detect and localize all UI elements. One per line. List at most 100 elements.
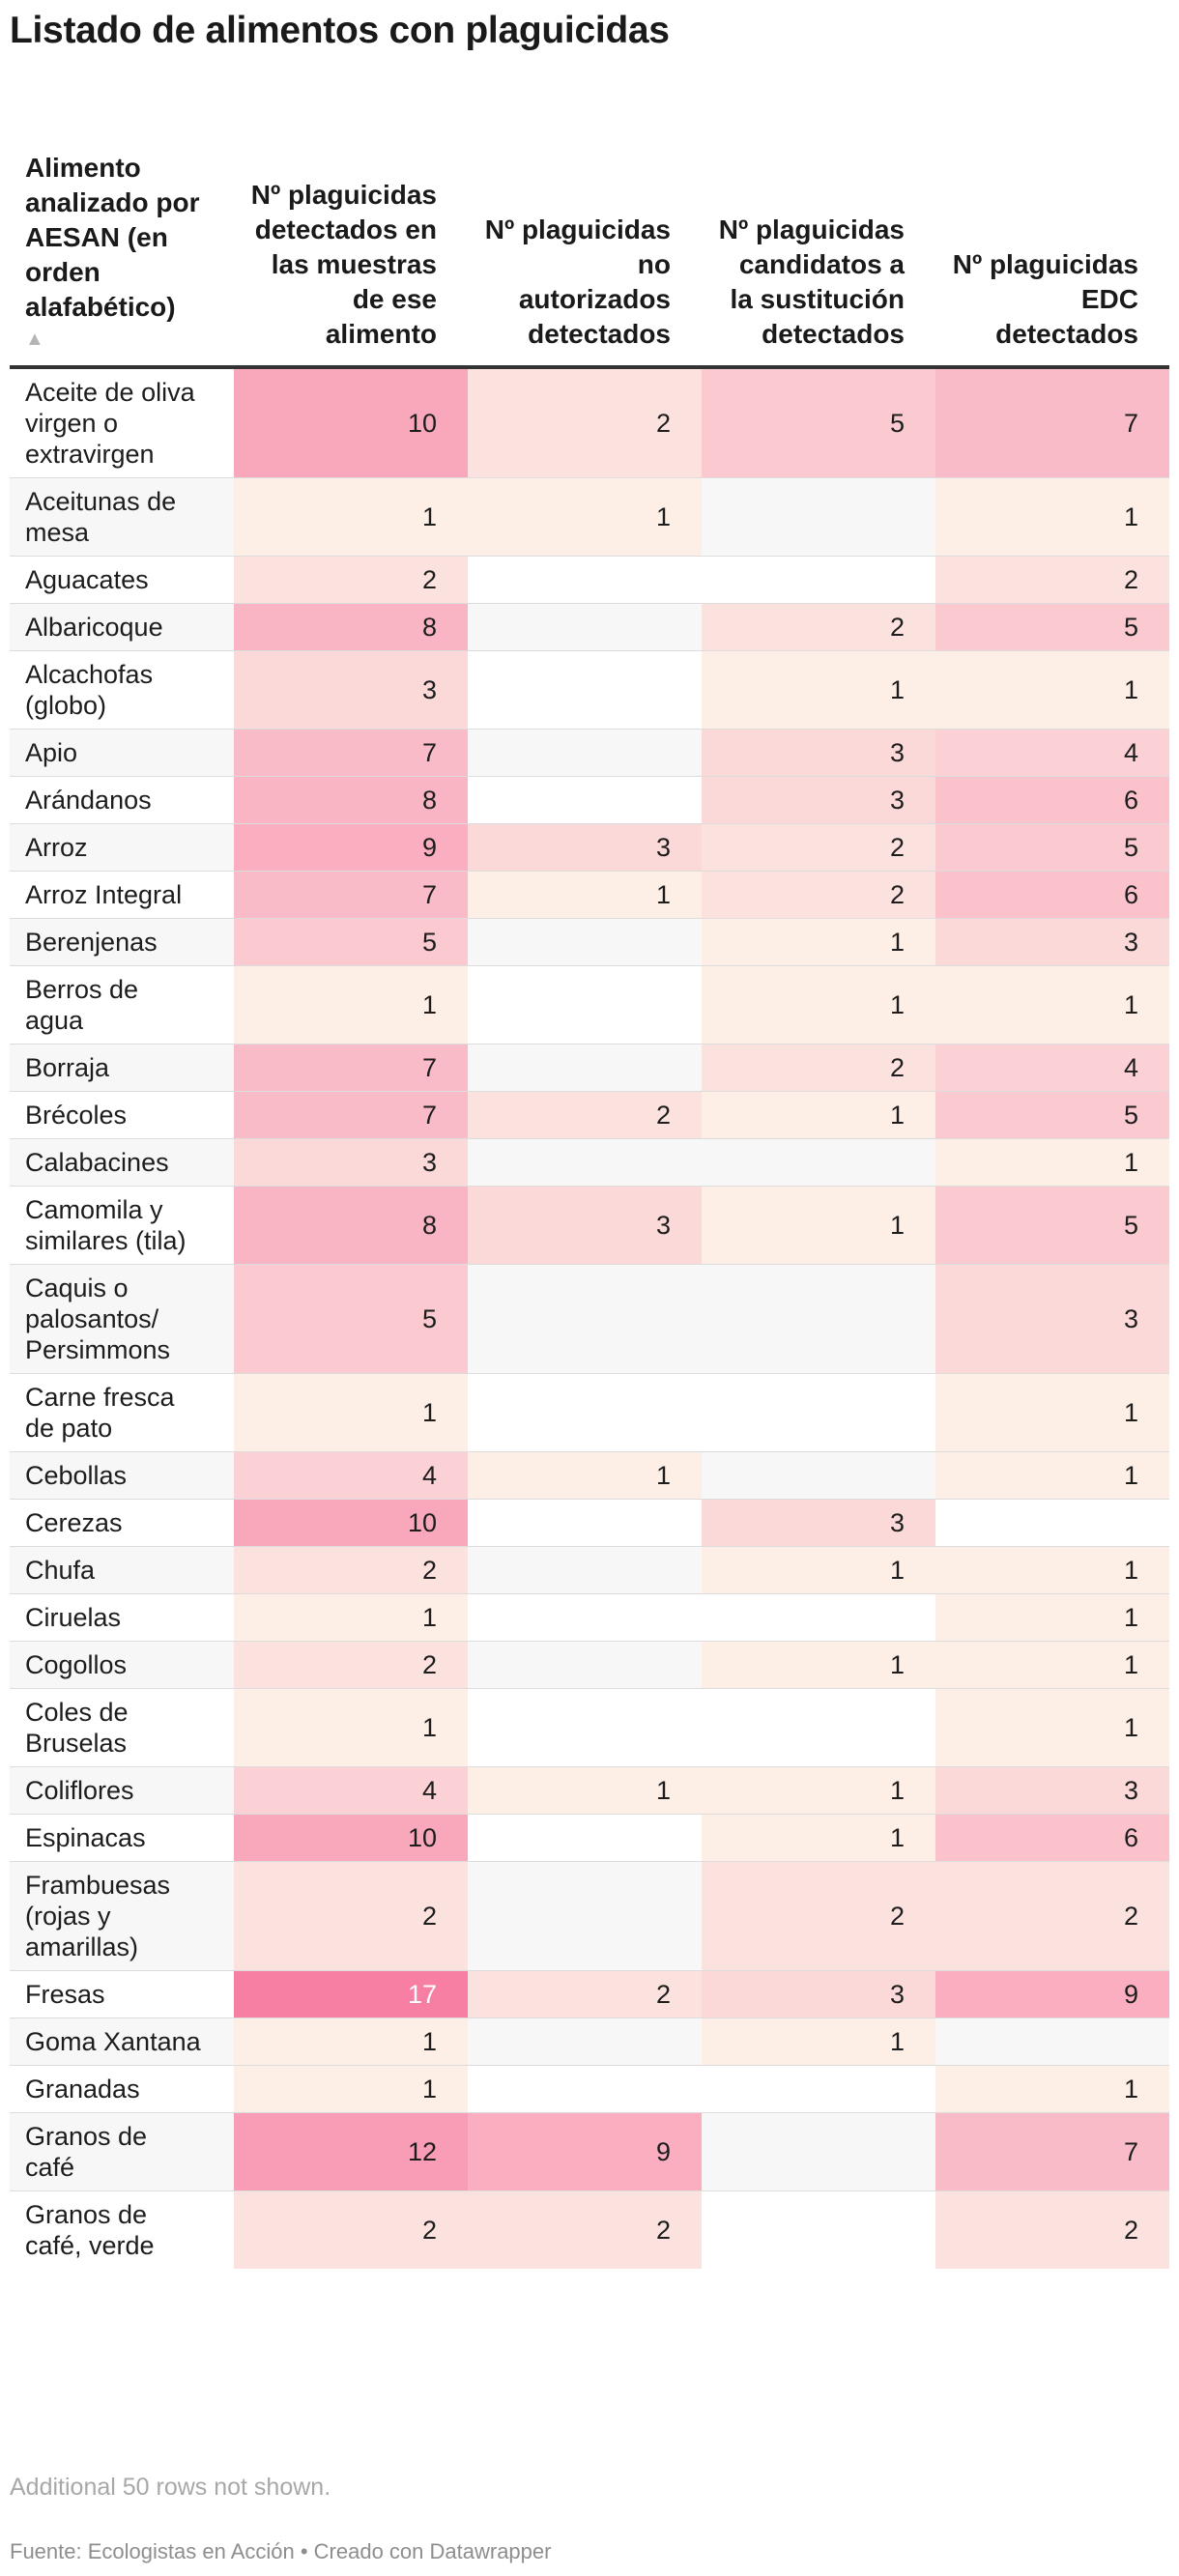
value-cell: 7: [935, 2112, 1169, 2191]
value-cell: 9: [935, 1970, 1169, 2018]
rows-not-shown-note: Additional 50 rows not shown.: [10, 2474, 331, 2501]
value-cell: 1: [468, 1451, 702, 1500]
table-row: Goma Xantana 1 1: [10, 2018, 1169, 2066]
value-cell: 2: [468, 2190, 702, 2269]
value-cell: 1: [935, 1138, 1169, 1187]
value-cell: 7: [234, 729, 468, 777]
column-header-unauthorized[interactable]: Nº plaguicidas no autorizados detectados: [468, 100, 702, 369]
value-cell: 1: [935, 1688, 1169, 1767]
food-name-cell: Granadas: [10, 2065, 234, 2113]
value-cell: 2: [468, 1091, 702, 1139]
value-cell: 8: [234, 1186, 468, 1265]
value-cell: 1: [935, 1641, 1169, 1689]
value-cell: 2: [234, 1641, 468, 1689]
food-name-cell: Coles de Bruselas: [10, 1688, 234, 1767]
value-cell: [468, 1641, 702, 1689]
value-cell: 3: [468, 1186, 702, 1265]
value-cell: 10: [234, 1499, 468, 1547]
table-row: Caquis o palosantos/ Persimmons 5 3: [10, 1264, 1169, 1374]
value-cell: 3: [935, 1264, 1169, 1374]
value-cell: 5: [935, 603, 1169, 651]
value-cell: 1: [935, 650, 1169, 730]
value-cell: 4: [234, 1766, 468, 1815]
food-name-cell: Brécoles: [10, 1091, 234, 1139]
value-cell: 4: [935, 729, 1169, 777]
table-row: Aceite de oliva virgen o extravirgen 10 2 5…: [10, 366, 1169, 478]
value-cell: 1: [702, 1546, 935, 1594]
table-row: Borraja 7 2 4: [10, 1044, 1169, 1092]
value-cell: [468, 729, 702, 777]
sort-ascending-icon[interactable]: ▲: [25, 329, 44, 350]
food-name-cell: Frambuesas (rojas y amarillas): [10, 1861, 234, 1971]
value-cell: 2: [468, 1970, 702, 2018]
table-row: Espinacas 10 1 6: [10, 1814, 1169, 1862]
column-header-edc[interactable]: Nº plaguicidas EDC detectados: [935, 100, 1169, 369]
value-cell: 2: [935, 556, 1169, 604]
food-name-cell: Ciruelas: [10, 1593, 234, 1642]
table-row: Aguacates 2 2: [10, 556, 1169, 604]
table-row: Albaricoque 8 2 5: [10, 603, 1169, 651]
value-cell: 7: [234, 871, 468, 919]
value-cell: 1: [234, 1688, 468, 1767]
value-cell: 3: [234, 650, 468, 730]
value-cell: [468, 2018, 702, 2066]
table-row: Berros de agua 1 1 1: [10, 965, 1169, 1045]
table-row: Coliflores 4 1 1 3: [10, 1766, 1169, 1815]
food-name-cell: Arroz Integral: [10, 871, 234, 919]
table-row: Arroz 9 3 2 5: [10, 823, 1169, 872]
table-row: Berenjenas 5 1 3: [10, 918, 1169, 966]
page-title: Listado de alimentos con plaguicidas: [10, 10, 670, 51]
value-cell: [702, 1138, 935, 1187]
table-body: Aceite de oliva virgen o extravirgen 10 2 5…: [10, 366, 1169, 2269]
value-cell: [468, 1814, 702, 1862]
value-cell: 6: [935, 1814, 1169, 1862]
value-cell: 2: [234, 556, 468, 604]
value-cell: 1: [935, 1451, 1169, 1500]
value-cell: 1: [234, 965, 468, 1045]
value-cell: [468, 1499, 702, 1547]
food-name-cell: Coliflores: [10, 1766, 234, 1815]
value-cell: 3: [935, 1766, 1169, 1815]
value-cell: 2: [935, 1861, 1169, 1971]
value-cell: 5: [234, 918, 468, 966]
table-row: Cogollos 2 1 1: [10, 1641, 1169, 1689]
value-cell: 1: [234, 1593, 468, 1642]
value-cell: 2: [234, 2190, 468, 2269]
value-cell: [702, 477, 935, 557]
value-cell: 1: [935, 965, 1169, 1045]
value-cell: [468, 1546, 702, 1594]
value-cell: 10: [234, 1814, 468, 1862]
value-cell: 1: [702, 2018, 935, 2066]
value-cell: 1: [702, 650, 935, 730]
table-row: Arándanos 8 3 6: [10, 776, 1169, 824]
column-header-detected[interactable]: Nº plaguicidas detectados en las muestra…: [234, 100, 468, 369]
table-row: Cebollas 4 1 1: [10, 1451, 1169, 1500]
value-cell: [702, 1688, 935, 1767]
value-cell: 1: [468, 1766, 702, 1815]
table-row: Granos de café, verde 2 2 2: [10, 2190, 1169, 2269]
column-header-substitution-candidates[interactable]: Nº plaguicidas candidatos a la sustituci…: [702, 100, 935, 369]
value-cell: 1: [935, 2065, 1169, 2113]
value-cell: 3: [935, 918, 1169, 966]
value-cell: [468, 918, 702, 966]
value-cell: 7: [935, 366, 1169, 478]
value-cell: [468, 1373, 702, 1452]
value-cell: [702, 1451, 935, 1500]
value-cell: 1: [702, 1766, 935, 1815]
table-row: Aceitunas de mesa 1 1 1: [10, 477, 1169, 557]
column-header-food[interactable]: Alimento analizado por AESAN (en orden a…: [10, 100, 234, 369]
value-cell: [468, 2065, 702, 2113]
value-cell: [468, 965, 702, 1045]
value-cell: 3: [702, 776, 935, 824]
pesticide-table: Alimento analizado por AESAN (en orden a…: [10, 100, 1169, 2269]
value-cell: 3: [702, 1499, 935, 1547]
value-cell: 8: [234, 603, 468, 651]
value-cell: [468, 776, 702, 824]
column-header-label: Alimento analizado por AESAN (en orden a…: [25, 153, 200, 322]
table-row: Coles de Bruselas 1 1: [10, 1688, 1169, 1767]
value-cell: [702, 1264, 935, 1374]
food-name-cell: Arándanos: [10, 776, 234, 824]
value-cell: 7: [234, 1044, 468, 1092]
value-cell: 1: [234, 2018, 468, 2066]
value-cell: 1: [702, 918, 935, 966]
